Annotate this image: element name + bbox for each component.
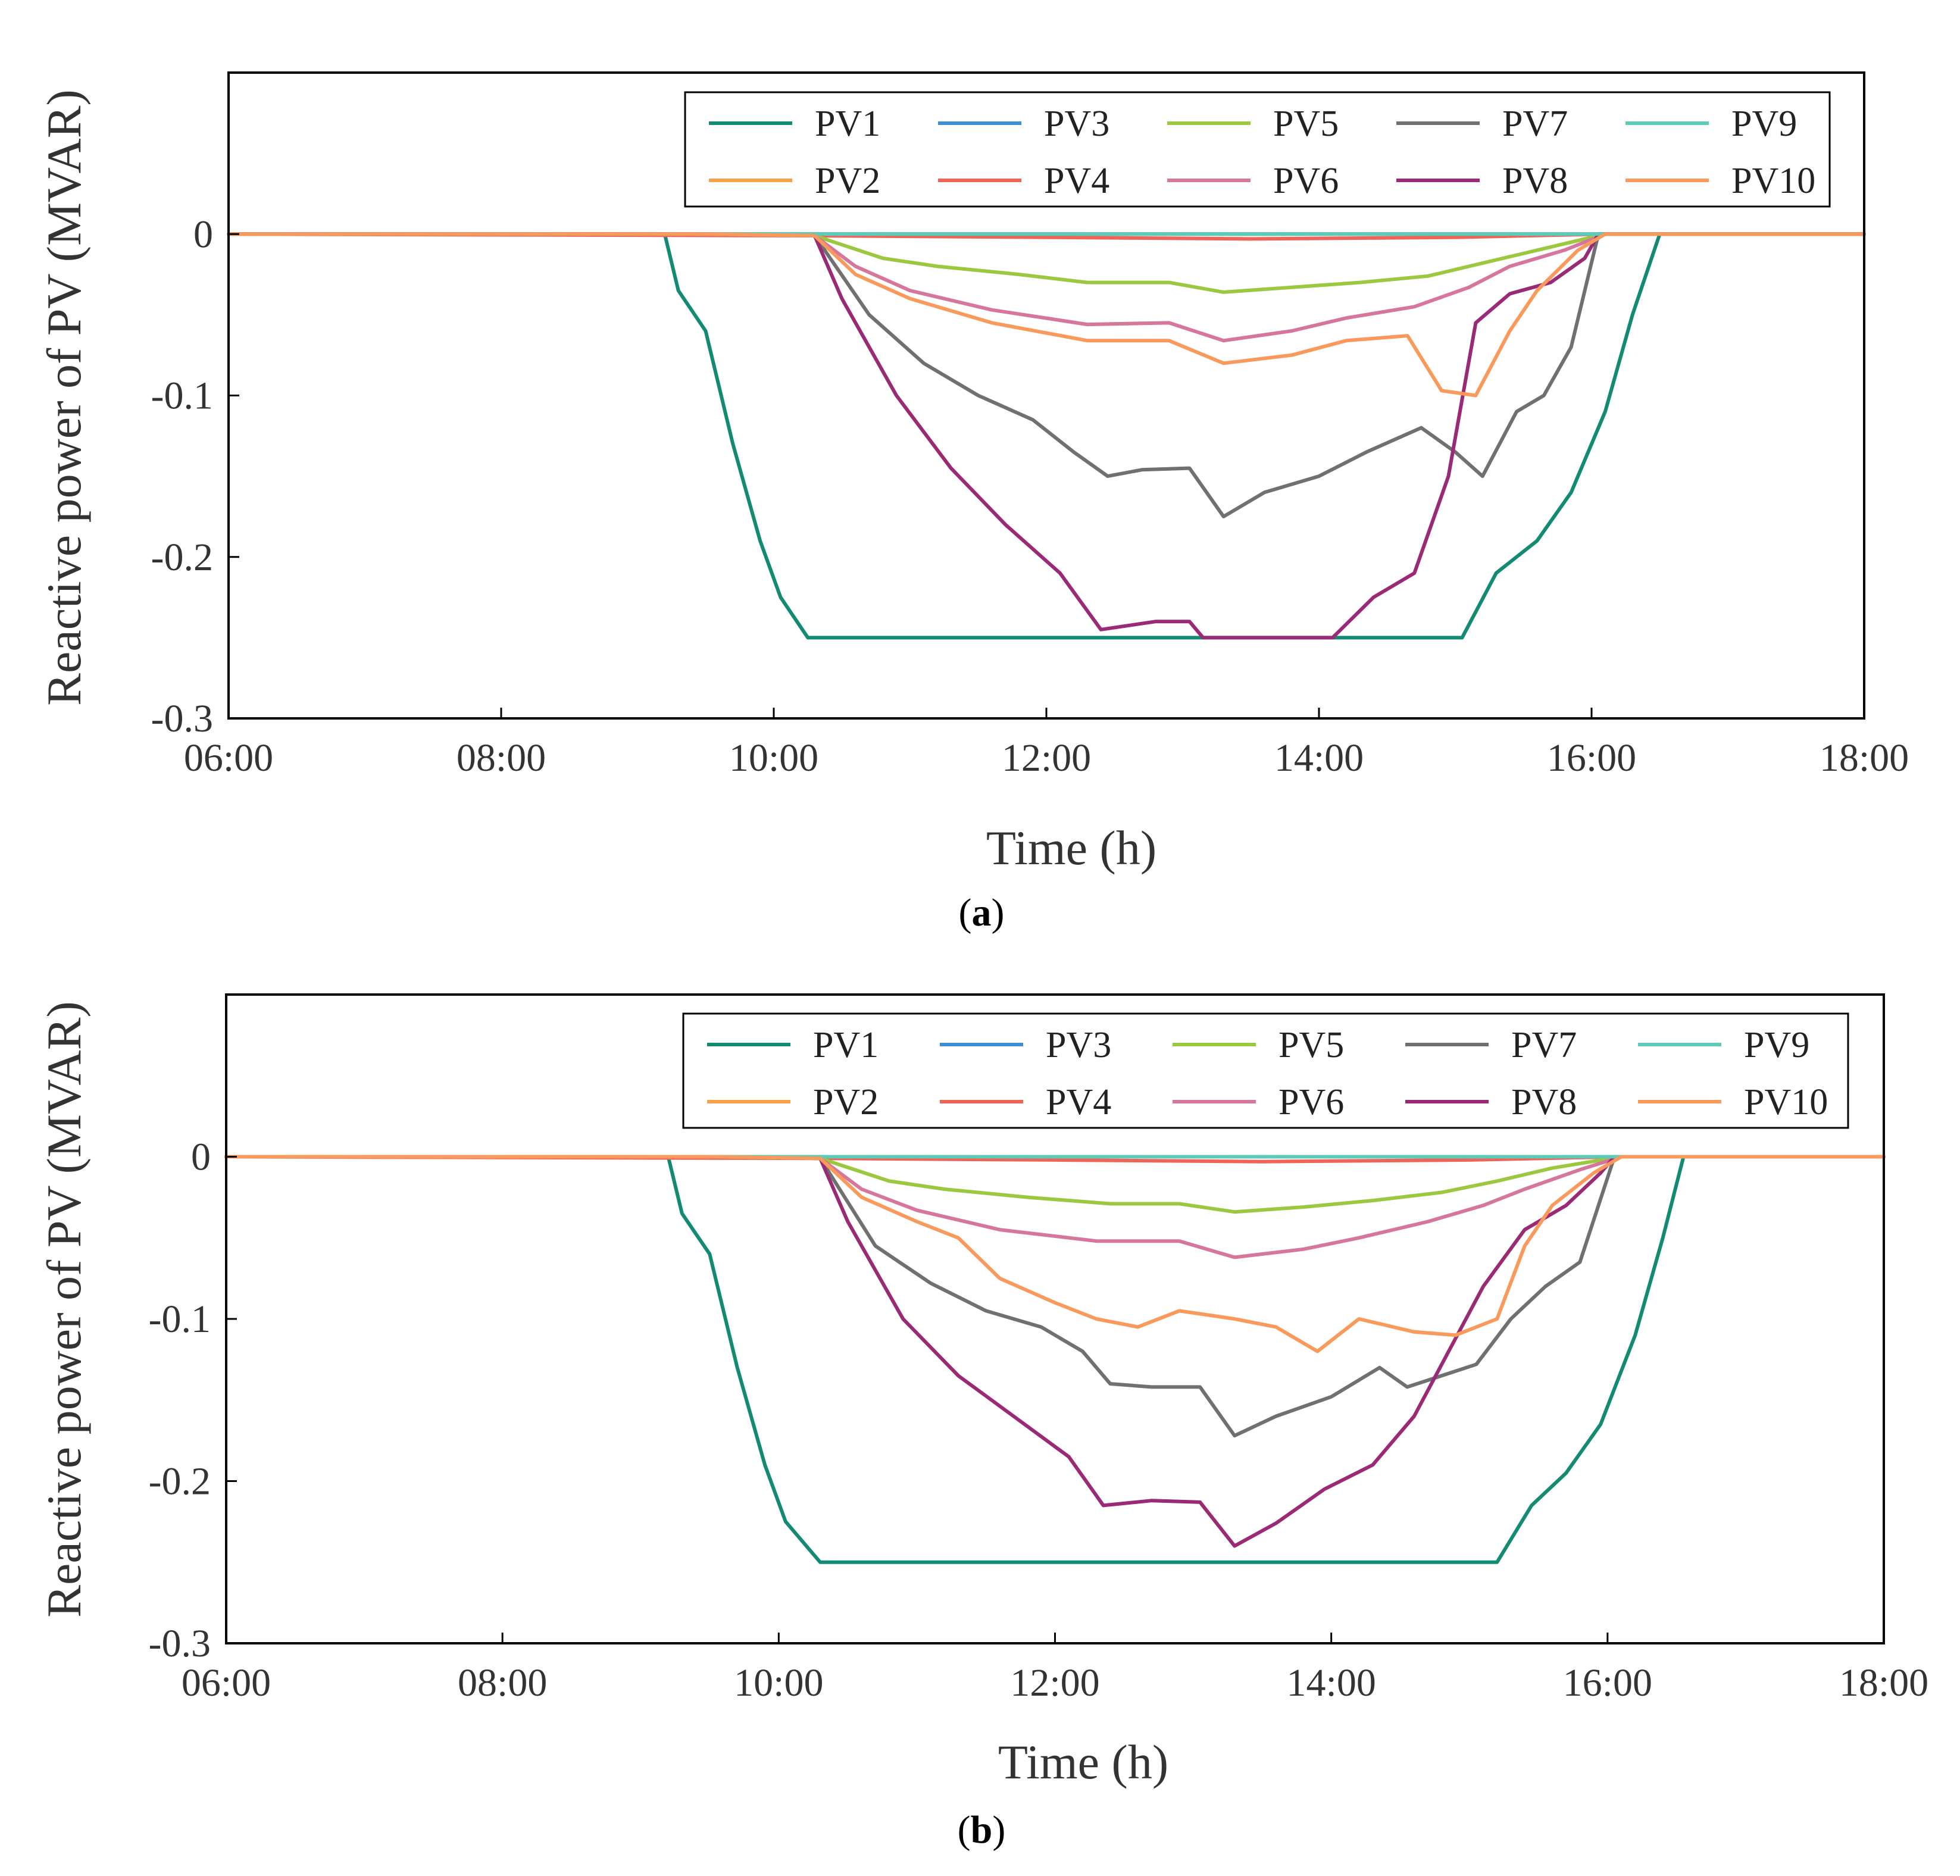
chart-a-x-axis-title: Time (h)	[986, 821, 1156, 875]
chart-a-xtick-label: 18:00	[1820, 736, 1909, 780]
chart-b-legend-label-pv9: PV9	[1744, 1025, 1809, 1065]
chart-b-legend-label-pv2: PV2	[813, 1082, 879, 1123]
chart-b-xtick-label: 16:00	[1563, 1661, 1652, 1705]
chart-b-legend-box	[682, 1012, 1849, 1129]
chart-a-xtick-label: 16:00	[1547, 736, 1636, 780]
chart-b: 0 -0.1 -0.2 -0.3 06:00 08:00 10:00 12:00 14:00 1…	[37, 993, 1928, 1852]
chart-b-xtick-label: 18:00	[1839, 1661, 1928, 1705]
chart-a-ytick-label: -0.3	[151, 697, 213, 740]
chart-a-legend-label-pv3: PV3	[1044, 104, 1109, 144]
chart-a-caption: (a)	[959, 891, 1005, 934]
chart-b-xtick-label: 06:00	[182, 1661, 271, 1705]
chart-b-caption-letter: b	[971, 1808, 993, 1852]
chart-b-legend-label-pv5: PV5	[1278, 1025, 1344, 1065]
chart-a-yticks: 0 -0.1 -0.2 -0.3	[151, 212, 239, 740]
chart-a-series-pv10	[227, 232, 1866, 398]
chart-b-legend-label-pv8: PV8	[1511, 1082, 1577, 1123]
chart-b-legend-label-pv6: PV6	[1278, 1082, 1344, 1123]
chart-a-ytick-label: 0	[193, 212, 213, 256]
chart-b-series-pv10	[224, 1155, 1886, 1353]
chart-b-legend-label-pv4: PV4	[1046, 1082, 1111, 1123]
chart-a-series-pv1	[227, 232, 1866, 640]
chart-a-legend-label-pv5: PV5	[1273, 104, 1339, 144]
chart-b-xtick-label: 14:00	[1286, 1661, 1376, 1705]
chart-a-legend-label-pv10: PV10	[1731, 161, 1815, 201]
figure-a: 0 -0.1 -0.2 -0.3 06:00 08:00 10:00 12:00 14:00 1…	[37, 71, 1909, 934]
chart-a-legend-label-pv2: PV2	[815, 161, 880, 201]
chart-b-legend-label-pv7: PV7	[1511, 1025, 1577, 1065]
chart-a-series-pv6	[227, 232, 1866, 343]
chart-b-xtick-label: 12:00	[1010, 1661, 1099, 1705]
chart-a-legend-label-pv9: PV9	[1731, 104, 1797, 144]
chart-a-legend-label-pv4: PV4	[1044, 161, 1109, 201]
chart-a-legend-label-pv1: PV1	[815, 104, 880, 144]
chart-a-legend-box	[684, 91, 1831, 208]
chart-b-series-pv8	[224, 1155, 1886, 1548]
chart-b-legend-label-pv3: PV3	[1046, 1025, 1111, 1065]
chart-b-yticks: 0 -0.1 -0.2 -0.3	[149, 1136, 237, 1665]
chart-a-series-pv7	[227, 232, 1866, 518]
chart-a-series-pv8	[227, 232, 1866, 640]
chart-b-ytick-label: -0.2	[149, 1460, 211, 1503]
chart-a-xtick-label: 10:00	[729, 736, 818, 780]
chart-a-xtick-label: 14:00	[1274, 736, 1364, 780]
figure-b: 0 -0.1 -0.2 -0.3 06:00 08:00 10:00 12:00 14:00 1…	[0, 938, 1960, 1876]
chart-b-xticks: 06:00 08:00 10:00 12:00 14:00 16:00 18:00	[182, 1633, 1928, 1705]
chart-b-x-axis-title: Time (h)	[998, 1735, 1168, 1789]
chart-a-legend-label-pv8: PV8	[1502, 161, 1568, 201]
chart-b-legend-label-pv10: PV10	[1744, 1082, 1828, 1123]
chart-b-ytick-label: 0	[191, 1136, 211, 1179]
chart-b-ytick-label: -0.1	[149, 1297, 211, 1341]
chart-a-ytick-label: -0.1	[151, 374, 213, 418]
chart-b-series-pv1	[224, 1155, 1886, 1564]
chart-a-caption-letter: a	[972, 891, 992, 934]
chart-b-series-pv7	[224, 1155, 1886, 1438]
chart-b-xtick-label: 10:00	[734, 1661, 823, 1705]
chart-a-ytick-label: -0.2	[151, 536, 213, 579]
chart-b-series-pv6	[224, 1155, 1886, 1259]
chart-a-legend: PV1 PV3 PV5 PV7 PV9 PV2 PV4 PV6 PV8 PV10	[684, 91, 1831, 208]
chart-b-caption: (b)	[958, 1808, 1006, 1852]
chart-a-xticks: 06:00 08:00 10:00 12:00 14:00 16:00 18:00	[184, 708, 1909, 780]
chart-b-xtick-label: 08:00	[458, 1661, 547, 1705]
chart-b-legend: PV1 PV3 PV5 PV7 PV9 PV2 PV4 PV6 PV8 PV10	[682, 1012, 1849, 1129]
chart-a-legend-label-pv7: PV7	[1502, 104, 1568, 144]
chart-a-lines	[227, 232, 1866, 640]
chart-a: 0 -0.1 -0.2 -0.3 06:00 08:00 10:00 12:00 14:00 1…	[37, 71, 1909, 934]
chart-a-xtick-label: 06:00	[184, 736, 273, 780]
chart-a-series-pv5	[227, 232, 1866, 294]
chart-a-legend-label-pv6: PV6	[1273, 161, 1339, 201]
chart-a-xtick-label: 08:00	[457, 736, 546, 780]
chart-b-lines	[224, 1155, 1886, 1564]
chart-b-legend-label-pv1: PV1	[813, 1025, 879, 1065]
chart-a-y-axis-title: Reactive power of PV (MVAR)	[37, 89, 91, 706]
chart-b-y-axis-title: Reactive power of PV (MVAR)	[37, 1001, 91, 1618]
chart-a-xtick-label: 12:00	[1002, 736, 1091, 780]
chart-b-series-pv5	[224, 1155, 1886, 1214]
chart-b-ytick-label: -0.3	[149, 1622, 211, 1665]
